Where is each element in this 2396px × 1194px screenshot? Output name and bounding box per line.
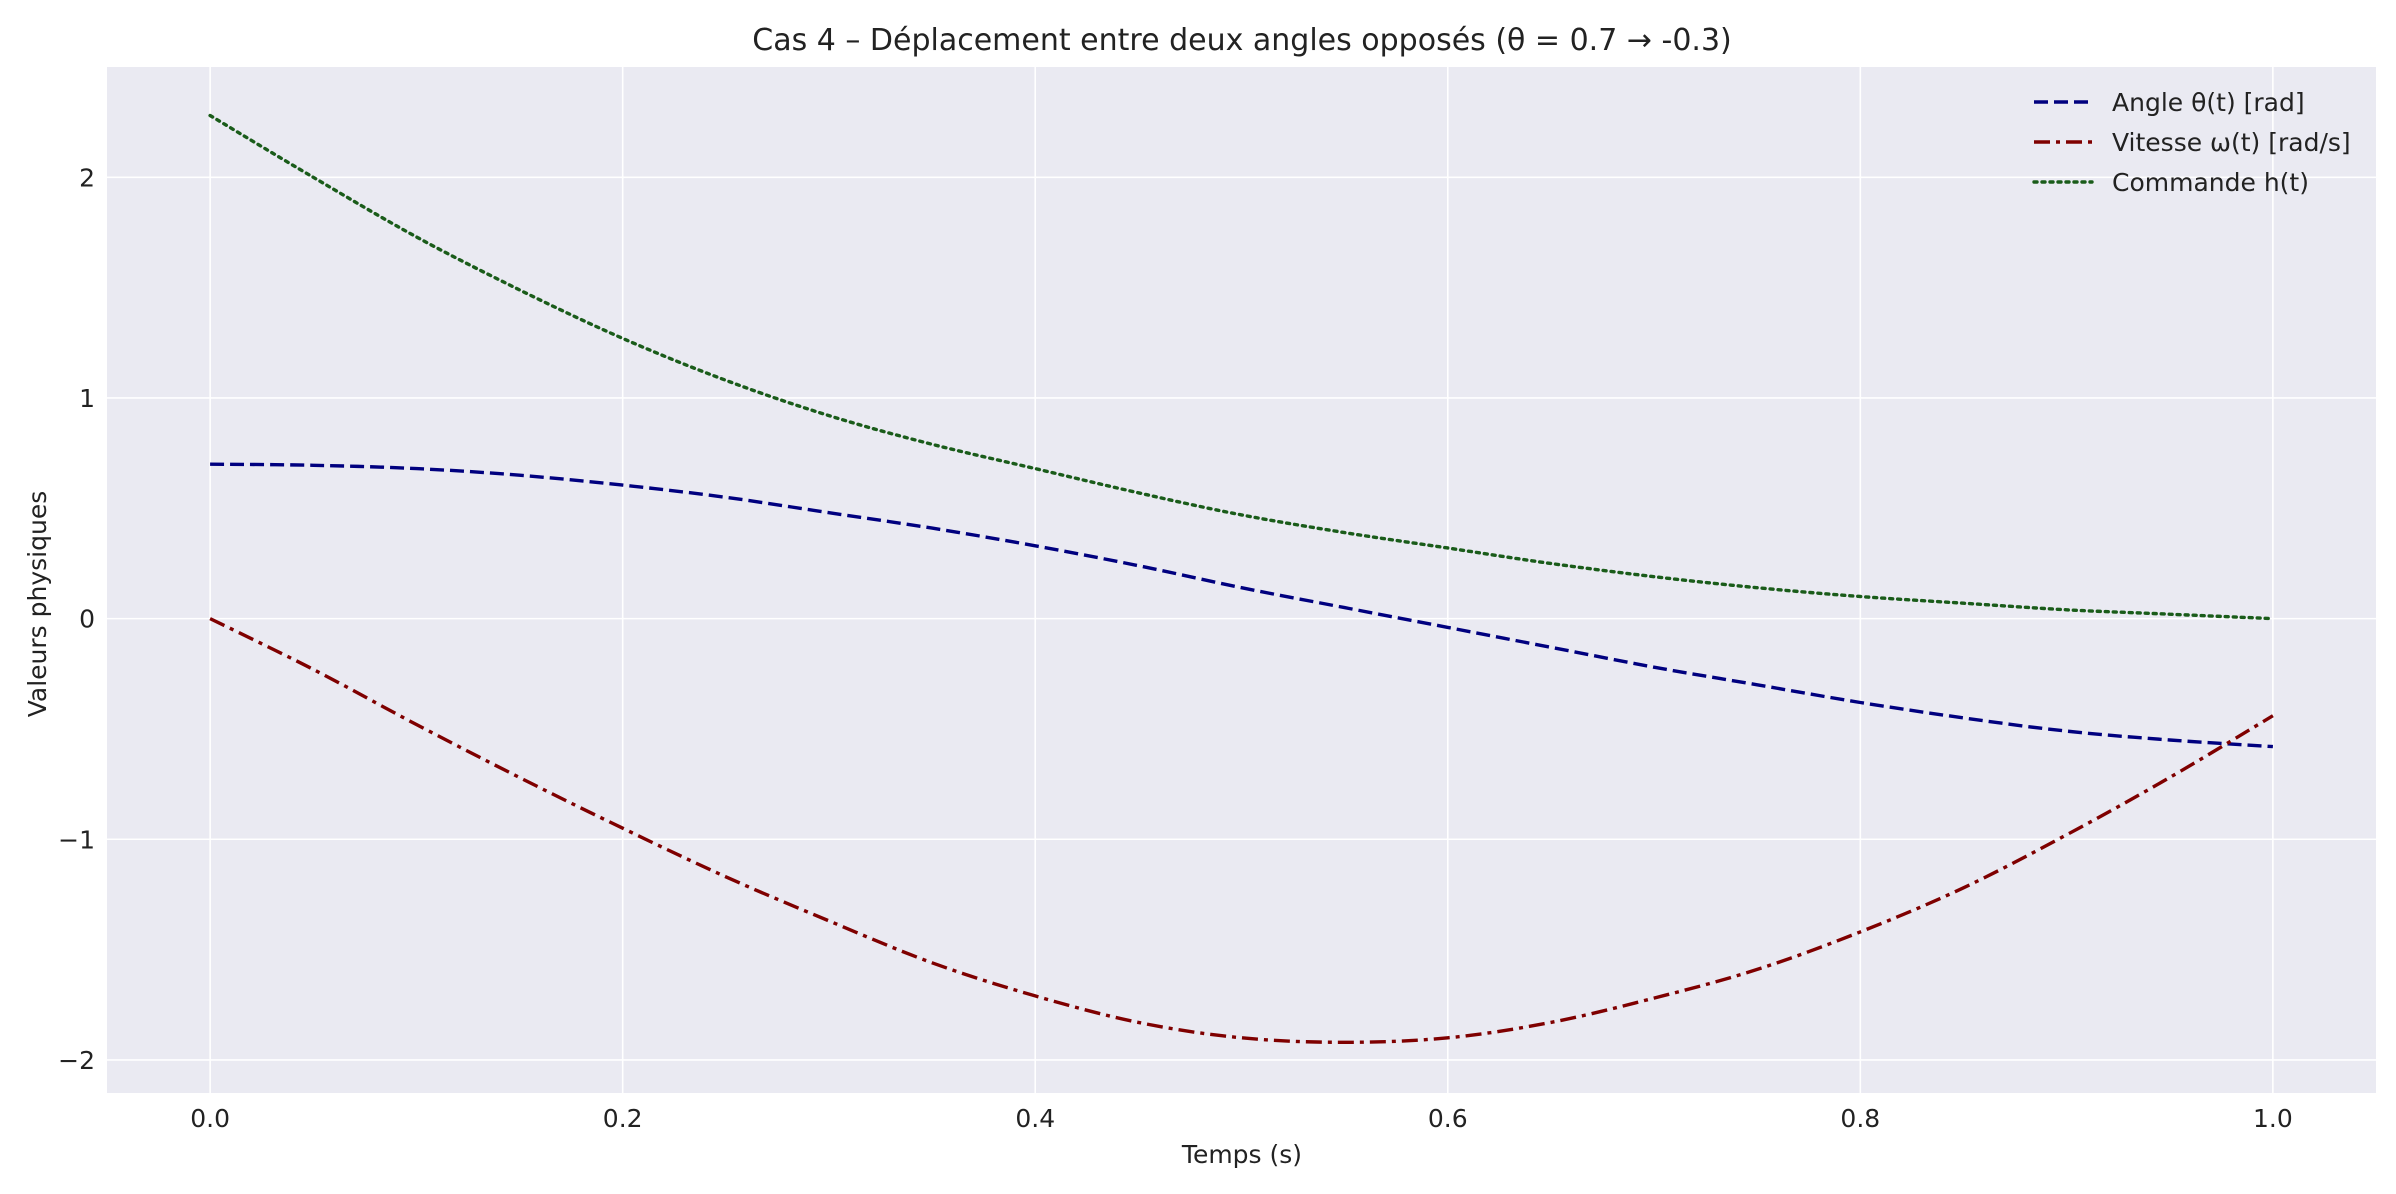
tick-labels: 0.0 0.2 0.4 0.6 0.8 1.0 −2 −1 0 1 2 xyxy=(58,163,2293,1133)
legend-label: Vitesse ω(t) [rad/s] xyxy=(2112,128,2351,157)
y-tick-label: −1 xyxy=(58,825,95,854)
x-tick-label: 0.2 xyxy=(603,1104,643,1133)
series-lines xyxy=(208,113,2275,1045)
y-tick-label: 0 xyxy=(79,605,95,634)
series-line-3 xyxy=(208,113,2275,621)
grid xyxy=(107,67,2376,1093)
y-tick-label: −2 xyxy=(58,1046,95,1075)
legend-label: Commande h(t) xyxy=(2112,168,2309,197)
x-tick-label: 0.4 xyxy=(1015,1104,1055,1133)
plot-area xyxy=(107,67,2376,1093)
x-tick-label: 0.0 xyxy=(190,1104,230,1133)
y-axis-label: Valeurs physiques xyxy=(23,491,52,718)
x-axis-label: Temps (s) xyxy=(1181,1140,1302,1169)
legend-label: Angle θ(t) [rad] xyxy=(2112,88,2305,117)
series-line-1 xyxy=(210,462,2274,749)
legend: Angle θ(t) [rad] Vitesse ω(t) [rad/s] Comm… xyxy=(2032,88,2351,197)
x-tick-label: 1.0 xyxy=(2253,1104,2293,1133)
y-tick-label: 2 xyxy=(79,163,95,192)
x-tick-label: 0.6 xyxy=(1428,1104,1468,1133)
x-tick-label: 0.8 xyxy=(1840,1104,1880,1133)
chart-title: Cas 4 – Déplacement entre deux angles op… xyxy=(752,23,1732,58)
series-line-2 xyxy=(209,617,2274,1045)
y-tick-label: 1 xyxy=(79,384,95,413)
